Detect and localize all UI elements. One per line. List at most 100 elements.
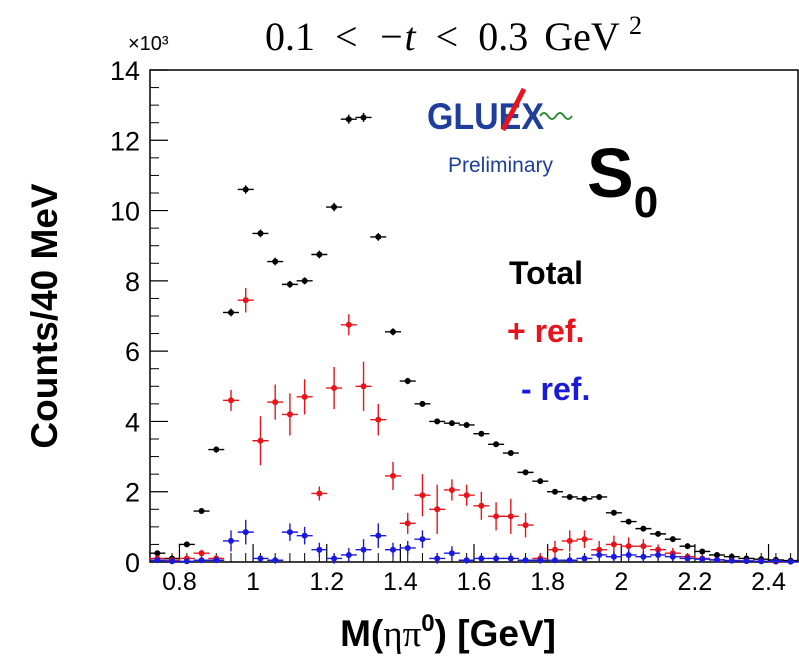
data-point [198, 508, 205, 515]
data-point [375, 233, 382, 240]
x-label-suffix: ) [GeV] [435, 613, 556, 654]
x-label-eta: η [383, 614, 402, 655]
data-point [257, 555, 264, 562]
data-point [390, 546, 396, 553]
gluex-logo: GLUEX Preliminary [427, 87, 573, 177]
x-tick-label: 1.6 [457, 568, 492, 596]
gluex-logo-x-stroke [500, 87, 527, 132]
data-point [242, 186, 249, 193]
data-point [714, 556, 720, 563]
data-point [183, 558, 190, 565]
data-point [581, 555, 588, 562]
data-points-layer [149, 112, 799, 565]
y-multiplier: ×10³ [128, 33, 169, 55]
y-axis-ticks [150, 69, 168, 563]
data-point [552, 546, 558, 553]
data-point [537, 557, 544, 564]
y-tick-label: 4 [125, 407, 140, 437]
y-tick-label: 8 [125, 267, 140, 297]
x-label-prefix: M( [340, 613, 384, 654]
data-point [566, 537, 573, 544]
data-point [286, 411, 293, 418]
data-point [699, 548, 706, 555]
data-point [345, 551, 352, 558]
data-point [331, 385, 338, 392]
data-point [581, 536, 588, 543]
data-point [404, 378, 411, 385]
series-0 [149, 112, 799, 564]
data-point [772, 558, 779, 565]
data-point [434, 418, 441, 425]
title-lt-1: < [335, 14, 358, 59]
data-point [404, 520, 411, 527]
y-tick-label: 2 [125, 478, 140, 508]
x-tick-label: 1.2 [309, 568, 344, 596]
data-point [434, 506, 441, 513]
data-point [699, 556, 706, 563]
data-point [390, 328, 396, 335]
data-point [655, 551, 662, 558]
x-tick-label: 2 [614, 568, 628, 596]
data-point [345, 321, 352, 328]
data-point [493, 555, 500, 562]
data-point [228, 309, 234, 316]
data-point [375, 416, 382, 423]
x-tick-label: 1 [246, 568, 260, 596]
legend-minus-ref: - ref. [521, 371, 590, 407]
data-point [360, 114, 367, 121]
data-point [625, 543, 632, 550]
x-tick-label: 1.8 [530, 568, 565, 596]
data-point [404, 544, 411, 551]
title-lt-2: < [436, 14, 459, 59]
data-point [640, 525, 647, 532]
x-label-pi: π [403, 614, 422, 655]
data-point [758, 558, 765, 565]
data-point [419, 400, 426, 407]
data-point [566, 557, 573, 564]
data-point [360, 383, 367, 390]
data-point [316, 251, 323, 258]
data-point [272, 399, 279, 406]
data-point [581, 495, 588, 502]
data-point [596, 551, 603, 558]
data-point [272, 258, 279, 265]
data-point [169, 558, 176, 565]
data-point [286, 281, 293, 288]
data-point [566, 493, 573, 500]
data-point [537, 478, 544, 485]
data-point [640, 553, 647, 560]
data-point [507, 513, 514, 520]
data-point [610, 509, 617, 516]
x-axis-tick-labels: 0.8 1 1.2 1.4 1.6 1.8 2 2.2 2.4 [162, 568, 786, 596]
data-point [625, 551, 632, 558]
data-point [316, 546, 323, 553]
y-tick-label: 12 [110, 126, 140, 156]
y-tick-label: 14 [110, 56, 140, 86]
data-point [787, 558, 794, 565]
data-point [154, 557, 161, 564]
data-point [610, 541, 617, 548]
title-exponent: 2 [629, 11, 642, 40]
data-point [478, 502, 485, 509]
data-point [463, 492, 470, 499]
data-point [257, 437, 264, 444]
data-point [183, 541, 190, 548]
data-point [331, 555, 338, 562]
data-point [507, 450, 514, 457]
data-point [640, 543, 647, 550]
wave-label-main: S [587, 134, 634, 212]
data-point [669, 536, 676, 543]
data-point [493, 441, 500, 448]
data-point [272, 557, 279, 564]
data-point [316, 490, 323, 497]
data-point [375, 532, 382, 539]
data-point [213, 557, 220, 564]
data-point [345, 116, 352, 123]
data-point [478, 430, 485, 437]
y-tick-label: 6 [125, 337, 140, 367]
x-tick-label: 1.4 [383, 568, 418, 596]
data-point [228, 537, 234, 544]
legend-total: Total [509, 255, 583, 291]
data-point [213, 446, 220, 453]
data-point [257, 230, 264, 237]
